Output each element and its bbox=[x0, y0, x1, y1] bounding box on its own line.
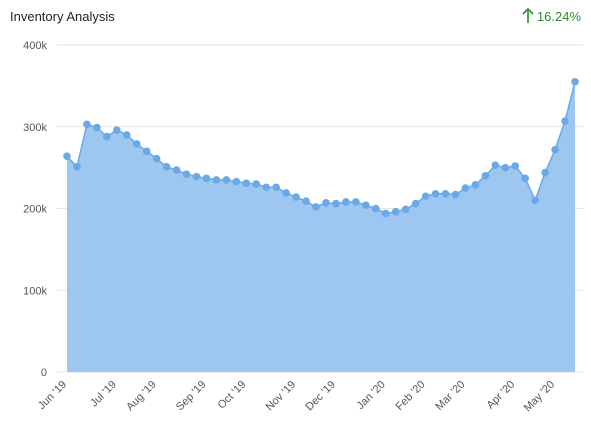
data-point[interactable] bbox=[222, 176, 231, 184]
data-point[interactable] bbox=[312, 203, 320, 211]
data-point[interactable] bbox=[282, 189, 290, 197]
data-point[interactable] bbox=[541, 168, 549, 177]
data-point[interactable] bbox=[272, 183, 280, 192]
data-point[interactable] bbox=[252, 180, 261, 188]
data-point[interactable] bbox=[152, 154, 161, 163]
data-point[interactable] bbox=[381, 209, 390, 218]
data-point[interactable] bbox=[521, 174, 529, 183]
data-point[interactable] bbox=[192, 172, 201, 181]
y-tick-label: 0 bbox=[41, 367, 47, 379]
data-point[interactable] bbox=[162, 163, 171, 171]
data-point[interactable] bbox=[352, 198, 360, 206]
data-point[interactable] bbox=[262, 183, 271, 192]
y-tick-label: 100k bbox=[23, 285, 47, 297]
data-point[interactable] bbox=[431, 189, 440, 198]
data-point[interactable] bbox=[93, 123, 101, 132]
data-point[interactable] bbox=[571, 77, 579, 86]
change-percent: 16.24% bbox=[536, 8, 581, 24]
x-tick-label: Aug '19 bbox=[124, 379, 159, 414]
x-tick-label: Jul '19 bbox=[88, 379, 119, 410]
y-tick-label: 300k bbox=[23, 122, 47, 134]
y-axis: 0 100k 200k 300k 400k bbox=[23, 40, 47, 379]
x-tick-label: Oct '19 bbox=[216, 379, 249, 412]
data-point[interactable] bbox=[491, 161, 500, 169]
data-point[interactable] bbox=[401, 205, 410, 214]
data-point[interactable] bbox=[531, 196, 539, 205]
data-point[interactable] bbox=[212, 176, 221, 184]
data-point[interactable] bbox=[471, 180, 480, 189]
area-fill bbox=[67, 81, 575, 372]
data-point[interactable] bbox=[342, 198, 350, 206]
data-point[interactable] bbox=[451, 190, 460, 199]
change-indicator: 16.24% bbox=[522, 8, 581, 24]
data-point[interactable] bbox=[332, 199, 340, 208]
y-tick-label: 200k bbox=[23, 204, 47, 216]
x-tick-label: Dec '19 bbox=[303, 379, 338, 414]
data-point[interactable] bbox=[142, 147, 151, 156]
x-tick-label: May '20 bbox=[522, 379, 557, 414]
data-point[interactable] bbox=[411, 199, 420, 208]
data-point[interactable] bbox=[501, 163, 510, 172]
x-tick-label: Jan '20 bbox=[355, 379, 388, 412]
arrow-up-icon bbox=[522, 8, 534, 23]
data-point[interactable] bbox=[362, 201, 370, 210]
data-point[interactable] bbox=[551, 145, 559, 154]
widget-title: Inventory Analysis bbox=[10, 9, 115, 24]
data-point[interactable] bbox=[132, 140, 141, 148]
data-point[interactable] bbox=[371, 204, 380, 213]
area-series bbox=[66, 81, 576, 372]
widget-header: Inventory Analysis 16.24% bbox=[0, 0, 591, 34]
data-point[interactable] bbox=[302, 197, 310, 205]
data-points bbox=[63, 77, 579, 218]
data-point[interactable] bbox=[511, 162, 520, 170]
data-point[interactable] bbox=[73, 163, 81, 171]
data-point[interactable] bbox=[561, 117, 569, 125]
data-point[interactable] bbox=[172, 166, 181, 174]
data-point[interactable] bbox=[232, 177, 241, 186]
x-tick-label: Apr '20 bbox=[484, 379, 517, 412]
data-point[interactable] bbox=[242, 179, 251, 187]
series-line bbox=[66, 81, 576, 215]
x-tick-label: Sep '19 bbox=[174, 379, 209, 414]
y-tick-label: 400k bbox=[23, 40, 47, 52]
data-point[interactable] bbox=[63, 152, 71, 160]
data-point[interactable] bbox=[113, 126, 121, 134]
x-tick-label: Jun '19 bbox=[36, 379, 69, 412]
data-point[interactable] bbox=[292, 193, 300, 201]
data-point[interactable] bbox=[322, 198, 330, 207]
x-tick-label: Feb '20 bbox=[394, 379, 428, 413]
x-tick-label: Nov '19 bbox=[264, 379, 299, 414]
data-point[interactable] bbox=[461, 184, 470, 192]
data-point[interactable] bbox=[83, 120, 91, 129]
data-point[interactable] bbox=[122, 131, 131, 139]
data-point[interactable] bbox=[421, 192, 430, 201]
data-point[interactable] bbox=[481, 172, 490, 180]
data-point[interactable] bbox=[103, 132, 111, 141]
data-point[interactable] bbox=[202, 174, 211, 183]
x-tick-label: Mar '20 bbox=[433, 379, 467, 413]
x-axis: Jun '19 Jul '19 Aug '19 Sep '19 Oct '19 Nov '… bbox=[36, 379, 557, 414]
data-point[interactable] bbox=[391, 207, 400, 216]
data-point[interactable] bbox=[182, 170, 191, 178]
data-point[interactable] bbox=[441, 189, 450, 198]
